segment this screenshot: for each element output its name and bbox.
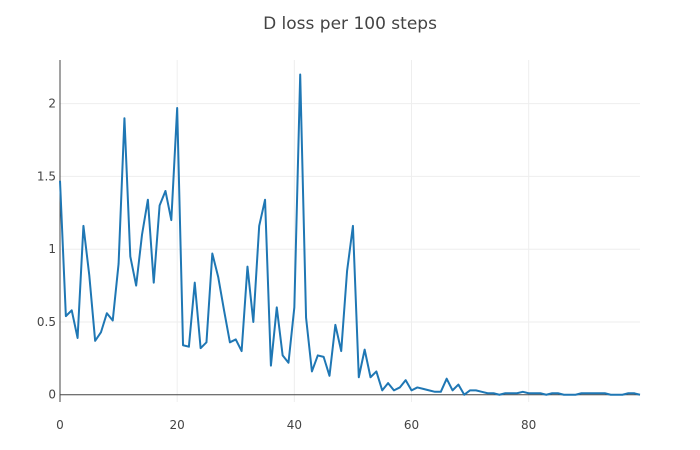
y-tick-label: 1.5: [37, 169, 56, 183]
chart-title: D loss per 100 steps: [263, 14, 437, 34]
x-tick-label: 20: [170, 418, 185, 432]
y-tick-label: 1: [48, 242, 56, 256]
x-tick-label: 60: [404, 418, 419, 432]
series-line: [59, 73, 641, 396]
x-tick-label: 0: [56, 418, 64, 432]
axes: [59, 60, 640, 402]
tick-labels: 00.511.520 20 40 60 80: [37, 97, 536, 432]
y-tick-label: 0.5: [37, 315, 56, 329]
y-tick-label: 0: [48, 388, 56, 402]
x-tick-label: 40: [287, 418, 302, 432]
x-tick-label: 80: [521, 418, 536, 432]
series-layer: [59, 73, 641, 396]
gridlines: [60, 60, 640, 402]
y-tick-label: 2: [48, 97, 56, 111]
